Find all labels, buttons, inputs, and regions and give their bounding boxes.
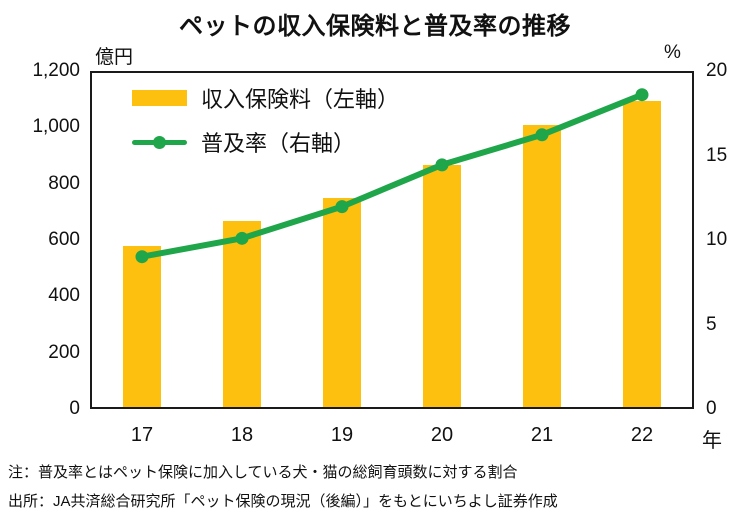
x-axis-unit-label: 年	[702, 430, 722, 452]
legend-premium-label: 収入保険料（左軸）	[201, 87, 400, 112]
penetration-line-swatch-icon	[132, 134, 187, 150]
left-tick-0: 0	[69, 398, 80, 419]
line-point-18	[235, 231, 249, 245]
plot-series-layer	[92, 73, 692, 407]
left-tick-800: 800	[48, 172, 80, 194]
line-point-19	[335, 200, 349, 214]
plot-area: 収入保険料（左軸） 普及率（右軸）	[90, 71, 694, 409]
line-point-21	[535, 128, 549, 142]
right-tick-15: 15	[706, 144, 728, 166]
penetration-line-path	[139, 91, 645, 260]
x-tick-19: 19	[330, 424, 354, 446]
left-tick-600: 600	[48, 229, 80, 250]
x-tick-22: 22	[630, 424, 654, 446]
legend-item-penetration: 普及率（右軸）	[132, 127, 399, 157]
right-axis-ticks: 20 15 10 5 0	[706, 60, 750, 419]
x-tick-18: 18	[230, 424, 254, 446]
left-tick-400: 400	[48, 285, 80, 307]
chart-title: ペットの収入保険料と普及率の推移	[179, 13, 571, 40]
line-point-17	[135, 250, 149, 264]
line-point-20	[435, 158, 449, 172]
left-axis-ticks: 1,200 1,000 800 600 400 200 0	[0, 60, 80, 419]
bar-19	[323, 198, 361, 407]
legend-line-dot	[153, 135, 166, 149]
left-axis-unit-label: 億円	[95, 47, 134, 68]
x-tick-17: 17	[130, 424, 154, 446]
bar-18	[223, 220, 261, 407]
right-tick-5: 5	[706, 313, 717, 335]
footnotes: 注：普及率とはペット保険に加入している犬・猫の総飼育頭数に対する割合 出所：JA…	[8, 458, 748, 516]
legend-penetration-label: 普及率（右軸）	[201, 131, 356, 156]
x-axis-ticks: 17 18 19 20 21 22	[92, 424, 692, 447]
x-tick-20: 20	[430, 424, 454, 446]
line-point-22	[635, 88, 649, 102]
legend-item-premium: 収入保険料（左軸）	[132, 83, 399, 113]
note-definition: 注：普及率とはペット保険に加入している犬・猫の総飼育頭数に対する割合	[8, 464, 518, 481]
left-tick-200: 200	[48, 341, 80, 363]
right-tick-0: 0	[706, 398, 717, 419]
bar-21	[523, 124, 561, 407]
note-source: 出所：JA共済総合研究所「ペット保険の現況（後編）」をもとにいちよし証券作成	[8, 493, 558, 510]
premium-bar-swatch-icon	[132, 90, 187, 106]
right-axis-unit-label: %	[664, 42, 681, 63]
left-tick-1200: 1,200	[32, 60, 80, 81]
bar-20	[423, 164, 461, 407]
right-tick-20: 20	[706, 60, 728, 81]
chart-legend: 収入保険料（左軸） 普及率（右軸）	[132, 83, 399, 157]
left-tick-1000: 1,000	[32, 116, 80, 138]
penetration-rate-line	[135, 88, 649, 264]
bar-17	[123, 245, 161, 407]
right-tick-10: 10	[706, 229, 728, 250]
x-tick-21: 21	[530, 424, 554, 446]
bar-22	[623, 100, 661, 407]
